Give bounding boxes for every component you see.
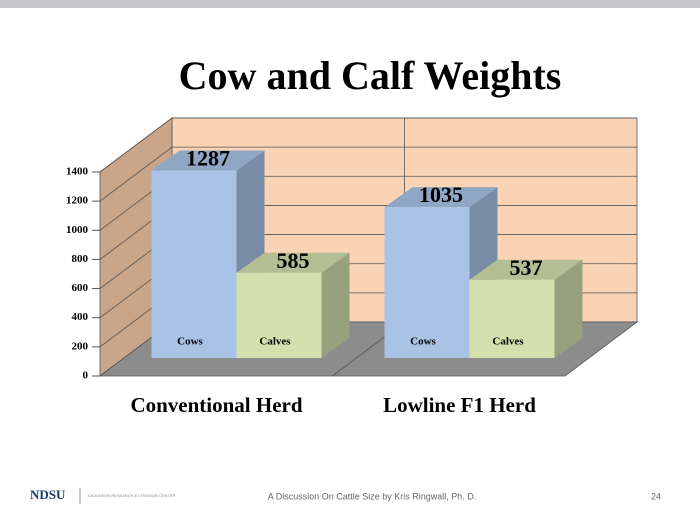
bar-top bbox=[469, 259, 583, 280]
side-grid-line bbox=[99, 117, 173, 173]
bar-side bbox=[321, 252, 350, 358]
bar-top bbox=[384, 187, 498, 208]
footer-text: A Discussion On Cattle Size by Kris Ring… bbox=[268, 491, 477, 501]
y-tick-label: 0 bbox=[83, 370, 89, 382]
plot: 0 200 400 600 800 1000 1200 1400 Conventional He… bbox=[66, 117, 639, 417]
value-label: 1035 bbox=[419, 182, 463, 207]
bar-side bbox=[554, 259, 583, 358]
y-tick-label: 400 bbox=[72, 311, 89, 323]
bar-top bbox=[151, 150, 265, 171]
bar-top bbox=[236, 252, 350, 273]
side-grid-line bbox=[99, 146, 173, 202]
bar bbox=[384, 207, 470, 358]
top-band bbox=[0, 0, 700, 8]
series-label: Cows bbox=[177, 336, 203, 348]
value-label: 585 bbox=[277, 248, 310, 273]
chart-title: Cow and Calf Weights bbox=[179, 53, 562, 98]
series-label: Calves bbox=[492, 336, 524, 348]
value-label: 1287 bbox=[186, 146, 230, 171]
footer-center: DICKINSON RESEARCH EXTENSION CENTER bbox=[88, 493, 175, 498]
bar bbox=[469, 279, 555, 358]
y-tick-label: 200 bbox=[72, 340, 89, 352]
y-tick-label: 1400 bbox=[66, 166, 89, 178]
x-tick-label: Lowline F1 Herd bbox=[383, 393, 536, 417]
y-tick-label: 800 bbox=[72, 253, 89, 265]
bar bbox=[151, 170, 237, 358]
y-tick-label: 600 bbox=[72, 282, 89, 294]
x-tick-label: Conventional Herd bbox=[130, 393, 302, 417]
footer-logo: NDSU bbox=[30, 487, 66, 502]
series-label: Calves bbox=[259, 336, 291, 348]
series-label: Cows bbox=[410, 336, 436, 348]
bar bbox=[236, 272, 322, 358]
value-label: 537 bbox=[510, 255, 543, 280]
y-tick-label: 1000 bbox=[66, 224, 89, 236]
y-tick-label: 1200 bbox=[66, 195, 89, 207]
page-number: 24 bbox=[651, 491, 661, 501]
